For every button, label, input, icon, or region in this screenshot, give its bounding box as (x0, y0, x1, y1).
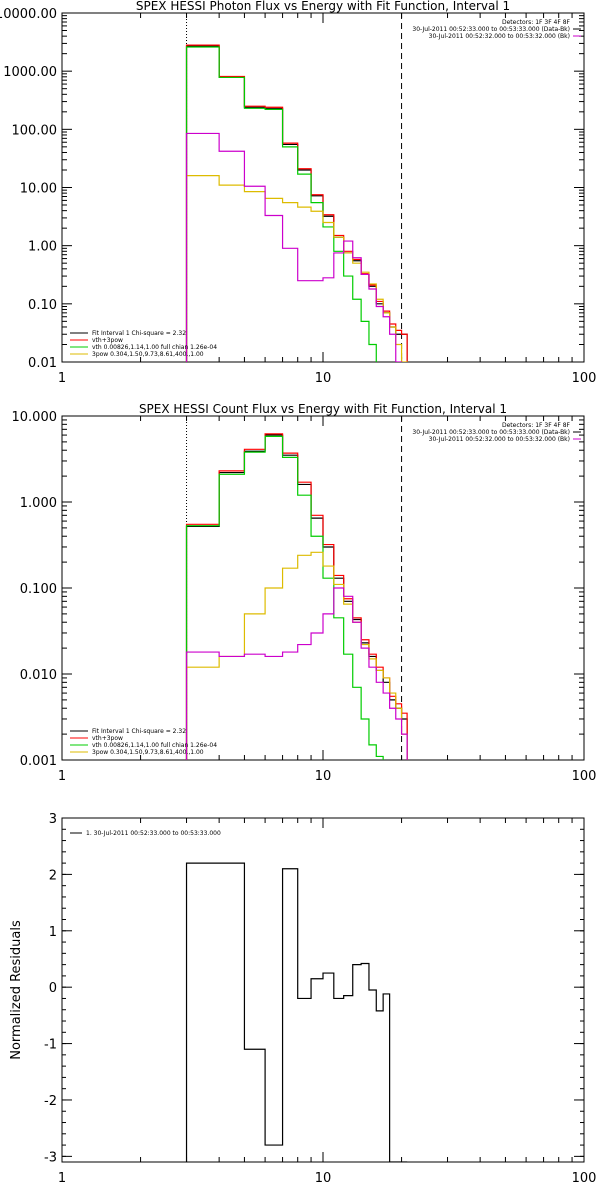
series-line (185, 862, 408, 1162)
plot-area (185, 862, 408, 1162)
x-tick-label: 10 (315, 769, 332, 784)
y-tick-label: 1 (49, 925, 57, 940)
footer-line: 3pow 0.304,1.50,9.73,8.61,400.,1.00 (92, 351, 204, 358)
header-line: 30-Jul-2011 00:52:33.000 to 00:53:33.000… (412, 26, 570, 33)
y-tick-label: 0.100 (20, 582, 57, 597)
chart-panel-1: SPEX HESSI Photon Flux vs Energy with Fi… (0, 0, 597, 386)
x-tick-label: 10 (315, 1171, 332, 1186)
series-line (185, 587, 408, 760)
y-tick-label: 3 (49, 812, 57, 827)
chart-panel-2: SPEX HESSI Count Flux vs Energy with Fit… (12, 402, 597, 784)
footer-line: vth+3pow (92, 337, 123, 344)
y-tick-label: 0 (49, 981, 57, 996)
y-tick-label: 0.10 (28, 298, 57, 313)
y-tick-label: 1.000 (20, 496, 57, 511)
series-line (185, 551, 408, 760)
header-line: 30-Jul-2011 00:52:32.000 to 00:53:32.000… (429, 436, 570, 443)
plot-area (185, 433, 408, 760)
header-line: Detectors: 1F 3F 4F 8F (502, 19, 571, 26)
y-tick-label: 0.010 (20, 668, 57, 683)
legend-label: 1. 30-Jul-2011 00:52:33.000 to 00:53:33.… (86, 830, 221, 837)
y-tick-label: -1 (44, 1038, 57, 1053)
chart-panel-3: 1 10 100 -3 -2 -1 0 1 2 3 Normalized Residuals 1. 3… (9, 812, 596, 1186)
series-line (185, 175, 408, 362)
footer-line: vth 0.00826,1.14,1.00 full chian 1.26e-0… (92, 742, 217, 749)
series-line (185, 44, 408, 362)
footer-line: Fit Interval 1 Chi-square = 2.32 (92, 728, 186, 735)
x-tick-label: 1 (58, 1171, 66, 1186)
chart-title: SPEX HESSI Photon Flux vs Energy with Fi… (136, 0, 510, 13)
y-tick-label: 1.00 (28, 240, 57, 255)
y-tick-label: 0.001 (20, 754, 57, 769)
y-tick-label: 10000.00 (0, 7, 57, 22)
series-line (185, 132, 403, 362)
plot-frame (61, 817, 585, 1163)
y-tick-label: 0.01 (28, 356, 57, 371)
y-tick-label: 100.00 (12, 123, 58, 138)
series-line (185, 435, 384, 760)
x-tick-label: 100 (572, 1171, 597, 1186)
x-tick-label: 1 (58, 769, 66, 784)
series-line (185, 46, 377, 362)
y-tick-label: 2 (49, 868, 57, 883)
x-tick-label: 10 (315, 371, 332, 386)
x-tick-label: 100 (572, 371, 597, 386)
y-tick-label: -3 (44, 1150, 57, 1165)
y-tick-label: 10.000 (12, 410, 58, 425)
y-tick-label: 10.00 (20, 182, 57, 197)
y-axis-label: Normalized Residuals (9, 920, 24, 1060)
chart-title: SPEX HESSI Count Flux vs Energy with Fit… (139, 402, 507, 416)
header-line: Detectors: 1F 3F 4F 8F (502, 422, 571, 429)
header-line: 30-Jul-2011 00:52:33.000 to 00:53:33.000… (412, 429, 570, 436)
x-tick-label: 1 (58, 371, 66, 386)
plot-frame (61, 12, 585, 363)
y-tick-label: 1000.00 (3, 65, 57, 80)
footer-line: vth+3pow (92, 735, 123, 742)
header-line: 30-Jul-2011 00:52:32.000 to 00:53:32.000… (429, 33, 570, 40)
plot-area (185, 44, 408, 362)
plot-frame (61, 415, 585, 761)
y-tick-label: -2 (44, 1094, 57, 1109)
footer-line: 3pow 0.304,1.50,9.73,8.61,400.,1.00 (92, 749, 204, 756)
x-tick-label: 100 (572, 769, 597, 784)
series-line (185, 45, 408, 362)
footer-line: vth 0.00826,1.14,1.00 full chian 1.26e-0… (92, 344, 217, 351)
footer-line: Fit Interval 1 Chi-square = 2.32 (92, 330, 186, 337)
